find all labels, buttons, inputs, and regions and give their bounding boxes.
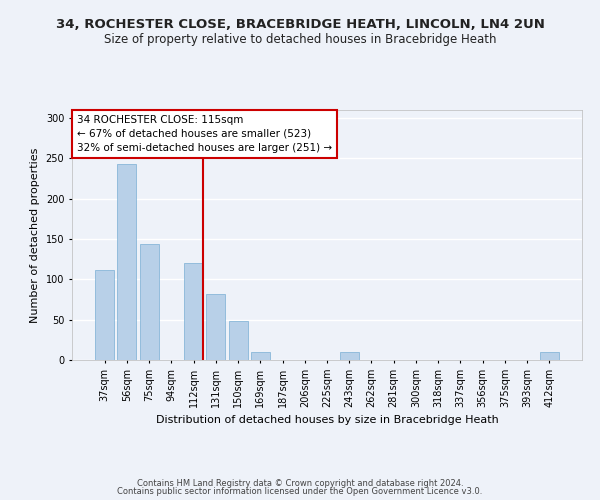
Bar bbox=[540, 352, 559, 360]
Y-axis label: Number of detached properties: Number of detached properties bbox=[30, 148, 40, 322]
Text: 34 ROCHESTER CLOSE: 115sqm
← 67% of detached houses are smaller (523)
32% of sem: 34 ROCHESTER CLOSE: 115sqm ← 67% of deta… bbox=[77, 115, 332, 153]
X-axis label: Distribution of detached houses by size in Bracebridge Heath: Distribution of detached houses by size … bbox=[155, 416, 499, 426]
Bar bbox=[140, 244, 158, 360]
Bar bbox=[184, 263, 203, 360]
Bar bbox=[340, 352, 359, 360]
Bar bbox=[118, 164, 136, 360]
Bar bbox=[229, 322, 248, 360]
Text: Contains HM Land Registry data © Crown copyright and database right 2024.: Contains HM Land Registry data © Crown c… bbox=[137, 478, 463, 488]
Text: 34, ROCHESTER CLOSE, BRACEBRIDGE HEATH, LINCOLN, LN4 2UN: 34, ROCHESTER CLOSE, BRACEBRIDGE HEATH, … bbox=[56, 18, 544, 30]
Text: Contains public sector information licensed under the Open Government Licence v3: Contains public sector information licen… bbox=[118, 487, 482, 496]
Bar bbox=[251, 352, 270, 360]
Bar bbox=[206, 294, 225, 360]
Text: Size of property relative to detached houses in Bracebridge Heath: Size of property relative to detached ho… bbox=[104, 32, 496, 46]
Bar bbox=[95, 270, 114, 360]
